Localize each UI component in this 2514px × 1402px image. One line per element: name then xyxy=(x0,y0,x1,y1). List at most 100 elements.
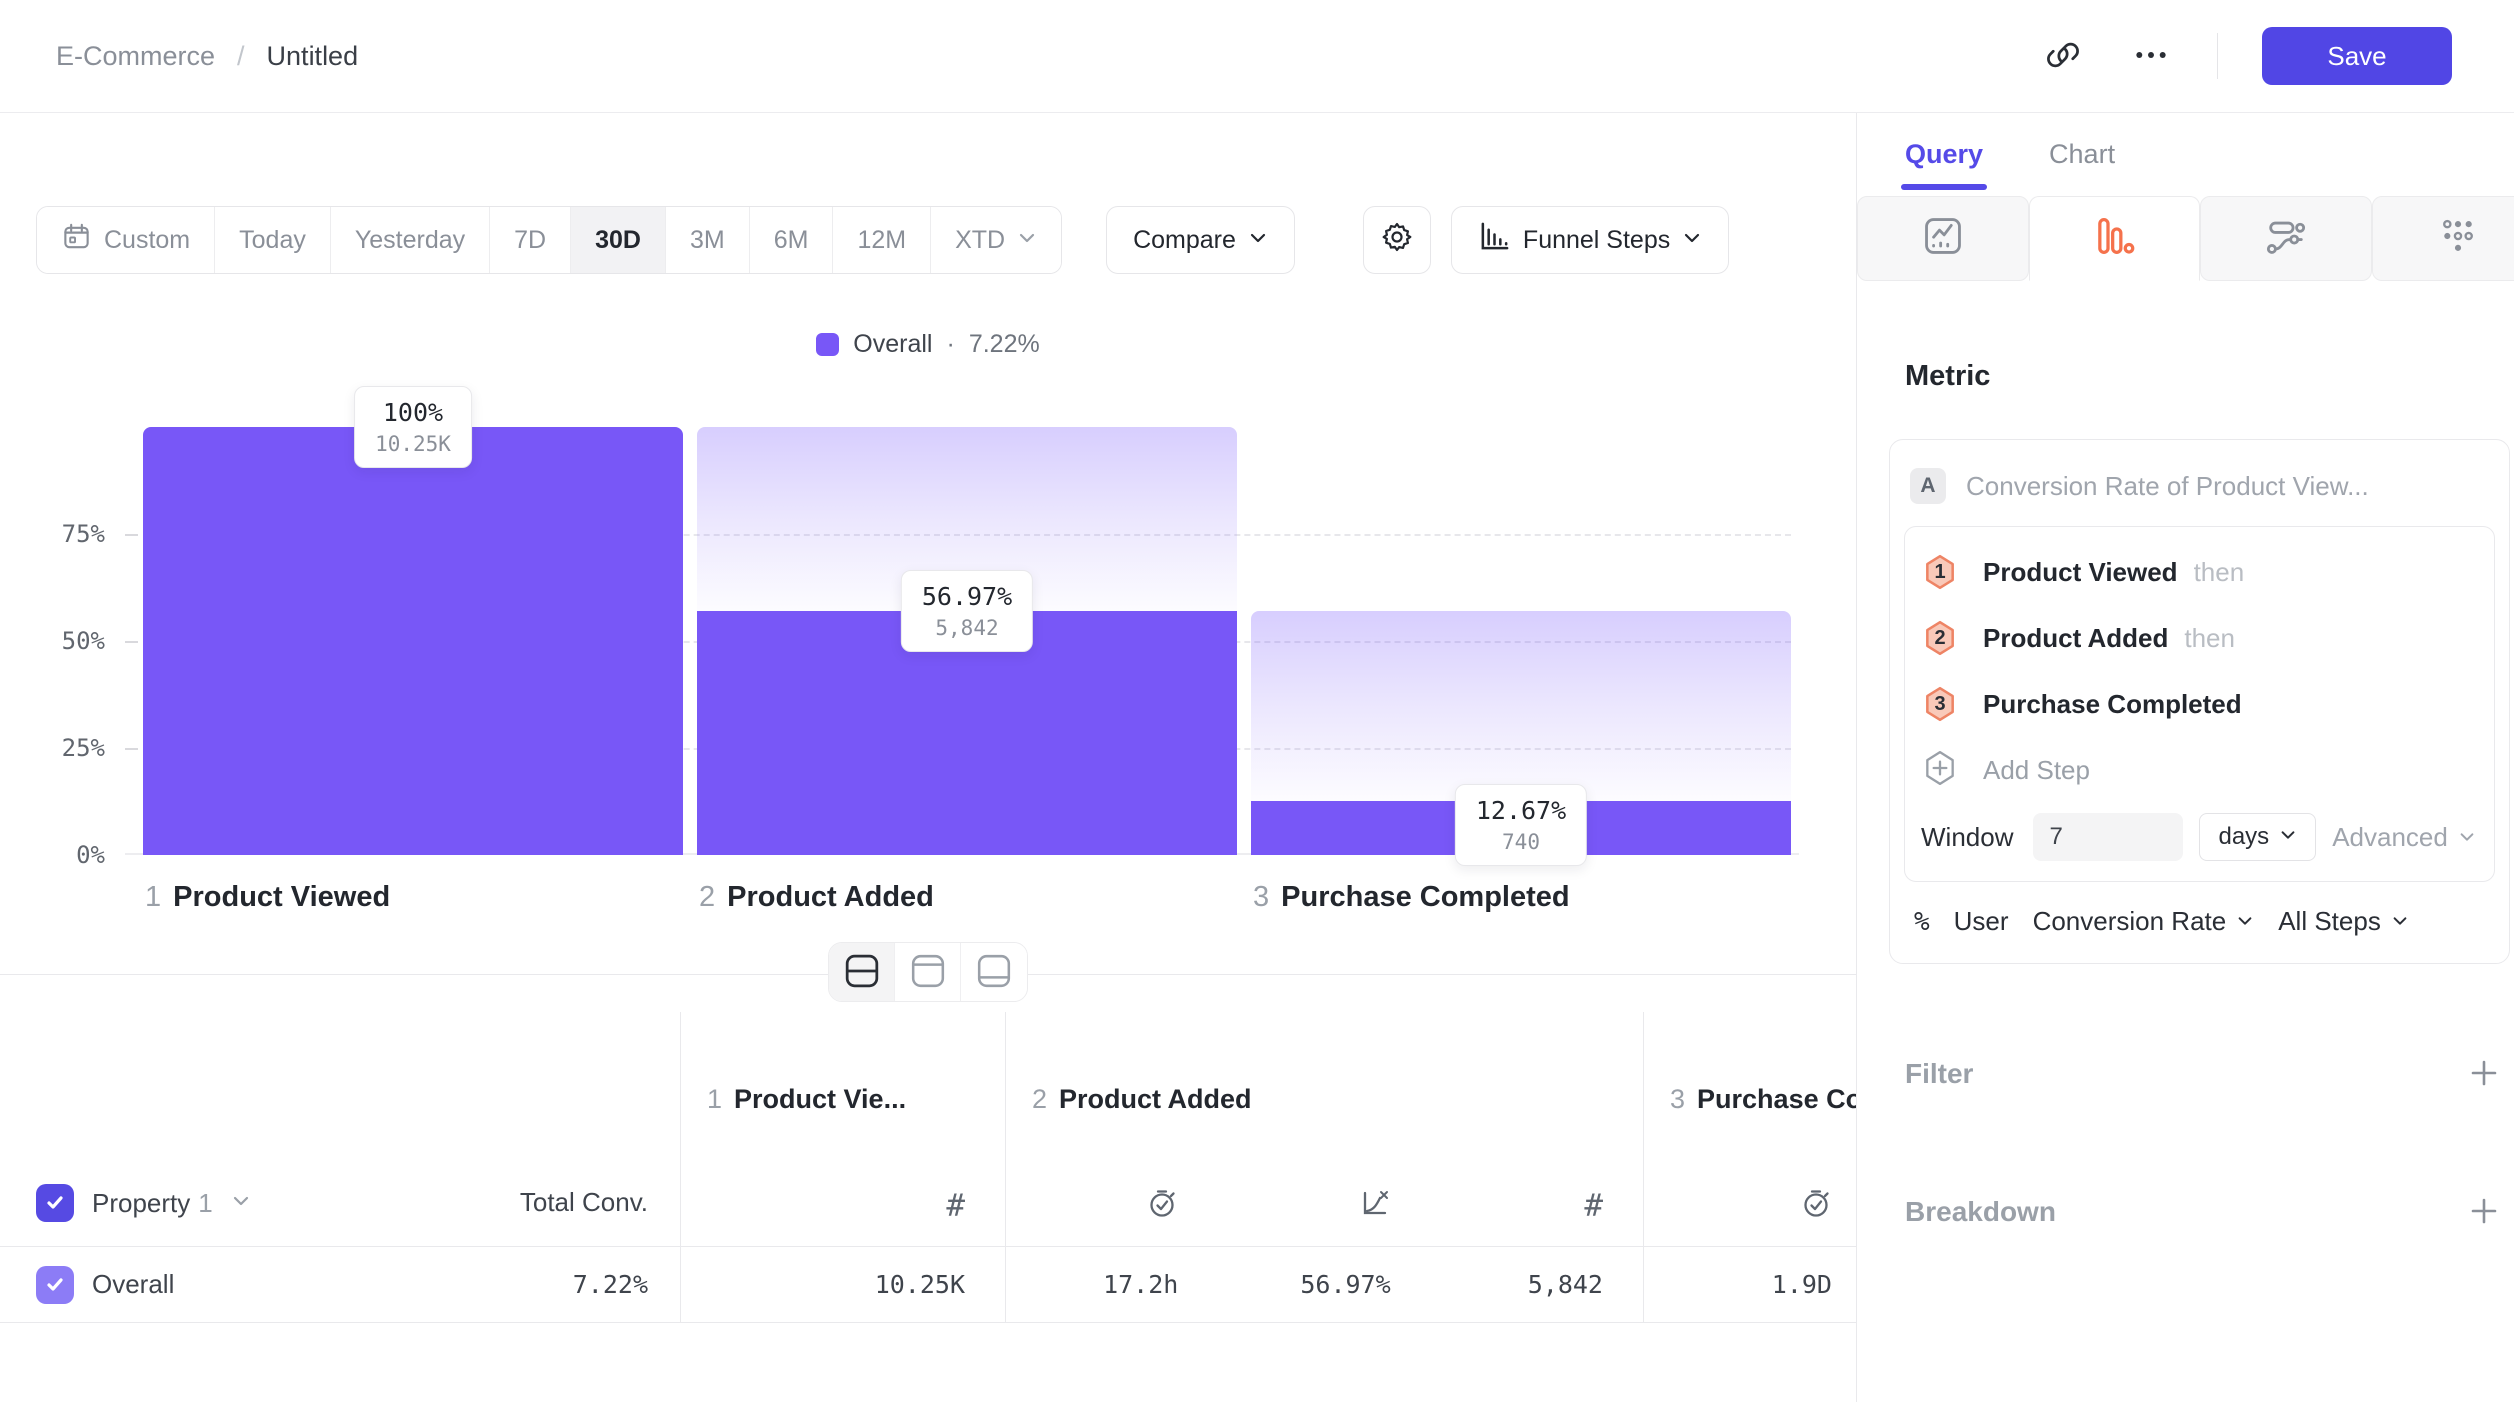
chevron-down-icon xyxy=(1017,226,1037,255)
step2-header-cell: 2 Product Added # xyxy=(1005,1012,1643,1247)
add-breakdown-button[interactable] xyxy=(2464,1192,2504,1232)
funnel-chart-icon xyxy=(2094,216,2136,261)
funnel-bar-product-viewed[interactable]: 100% 10.25K 1 Product Viewed xyxy=(143,386,683,913)
measure-selector[interactable]: Conversion Rate xyxy=(2033,906,2255,937)
tab-metrics-chart[interactable] xyxy=(1857,196,2029,281)
y-tick: 75% xyxy=(61,520,105,548)
metric-badge: A xyxy=(1910,468,1946,504)
step-axis-label: 2 Product Added xyxy=(699,881,934,913)
select-all-checkbox[interactable] xyxy=(36,1184,74,1222)
date-range-picker: Custom Today Yesterday 7D 30D 3M 6M 12M … xyxy=(36,206,1063,274)
step1-count-value: 10.25K xyxy=(680,1247,1005,1323)
count-subcolumn[interactable]: # xyxy=(1431,1187,1643,1224)
range-xtd[interactable]: XTD xyxy=(931,207,1062,273)
chart-settings-button[interactable] xyxy=(1362,206,1431,274)
layout-chart-only-button[interactable] xyxy=(895,943,961,1001)
range-6m[interactable]: 6M xyxy=(749,207,834,273)
percent-icon: % xyxy=(1914,906,1930,937)
conversion-chart-icon xyxy=(1359,1187,1391,1224)
plus-icon xyxy=(2468,1195,2500,1230)
conversion-subcolumn[interactable] xyxy=(1218,1187,1430,1224)
conversion-window-row: Window days Advanced xyxy=(1921,813,2476,861)
add-filter-button[interactable] xyxy=(2464,1054,2504,1094)
chevron-down-icon xyxy=(2236,906,2254,937)
tab-chart[interactable]: Chart xyxy=(2049,139,2116,169)
range-30d[interactable]: 30D xyxy=(571,207,666,273)
range-12m[interactable]: 12M xyxy=(833,207,932,273)
share-link-button[interactable] xyxy=(2041,34,2085,78)
range-custom[interactable]: Custom xyxy=(37,207,216,273)
range-7d[interactable]: 7D xyxy=(490,207,572,273)
chart-type-button[interactable]: Funnel Steps xyxy=(1450,206,1730,274)
query-step-2[interactable]: 2 Product Added then xyxy=(1921,605,2476,671)
step2-count-value: 5,842 xyxy=(1527,1270,1603,1299)
query-step-1[interactable]: 1 Product Viewed then xyxy=(1921,539,2476,605)
chart-legend[interactable]: Overall · 7.22% xyxy=(0,330,1856,359)
range-3m[interactable]: 3M xyxy=(665,207,750,273)
chevron-down-icon xyxy=(2458,822,2476,853)
hash-icon: # xyxy=(1584,1187,1603,1224)
y-tick: 0% xyxy=(76,841,105,869)
avg-time-subcolumn[interactable] xyxy=(1006,1187,1218,1224)
funnel-bar-purchase-completed[interactable]: 12.67% 740 3 Purchase Completed xyxy=(1251,427,1791,913)
tab-retention-grid[interactable] xyxy=(2372,196,2514,281)
step-badge-hexagon: 1 xyxy=(1921,553,1959,591)
legend-dot: · xyxy=(946,330,955,358)
metrics-chart-icon xyxy=(1923,216,1963,261)
total-conv-header[interactable]: Total Conv. xyxy=(380,1012,680,1247)
property-header[interactable]: Property 1 xyxy=(92,1187,213,1218)
main-content: Custom Today Yesterday 7D 30D 3M 6M 12M … xyxy=(0,113,1857,1402)
metric-title: Conversion Rate of Product View... xyxy=(1966,470,2369,501)
advanced-toggle[interactable]: Advanced xyxy=(2332,822,2476,853)
range-yesterday[interactable]: Yesterday xyxy=(330,207,491,273)
window-unit-select[interactable]: days xyxy=(2199,813,2317,861)
metric-card-header[interactable]: A Conversion Rate of Product View... xyxy=(1904,454,2495,526)
split-horizontal-icon xyxy=(844,953,880,992)
step2-values-cell: 17.2h 56.97% 5,842 xyxy=(1005,1247,1643,1323)
chart-section: Custom Today Yesterday 7D 30D 3M 6M 12M … xyxy=(0,113,1856,1002)
step3-time-value: 1.9D xyxy=(1643,1247,1856,1323)
layout-split-button[interactable] xyxy=(829,943,895,1001)
tab-funnel-chart[interactable] xyxy=(2028,196,2201,281)
breakdown-heading: Breakdown xyxy=(1905,1196,2056,1227)
save-button[interactable]: Save xyxy=(2262,27,2452,85)
funnel-bar-product-added[interactable]: 56.97% 5,842 2 Product Added xyxy=(697,427,1237,913)
funnel-steps-card: 1 Product Viewed then 2 Product Added th… xyxy=(1904,526,2495,882)
metric-heading: Metric xyxy=(1905,360,1991,392)
gear-icon xyxy=(1380,220,1414,261)
chevron-down-icon[interactable] xyxy=(231,1191,251,1216)
query-panel: Query Chart Metric A Conversion Rate of … xyxy=(1857,113,2514,1402)
funnel-steps-icon xyxy=(1478,220,1511,260)
add-step-hexagon-icon xyxy=(1921,749,1959,792)
count-subcolumn[interactable]: # xyxy=(681,1188,1005,1224)
calendar-icon xyxy=(61,221,92,259)
range-today[interactable]: Today xyxy=(215,207,331,273)
plus-icon xyxy=(2468,1057,2500,1092)
breadcrumb-parent[interactable]: E-Commerce xyxy=(56,40,216,71)
step-axis-label: 1 Product Viewed xyxy=(145,881,391,913)
panel-tabs: Query Chart xyxy=(1857,113,2514,196)
steps-scope-selector[interactable]: All Steps xyxy=(2278,906,2409,937)
avg-time-subcolumn[interactable] xyxy=(1644,1187,1856,1224)
total-conv-value: 7.22% xyxy=(380,1247,680,1323)
topbar-actions: Save xyxy=(2041,27,2452,85)
more-options-button[interactable] xyxy=(2129,34,2173,78)
breadcrumb-current[interactable]: Untitled xyxy=(266,40,359,71)
add-step-button[interactable]: Add Step xyxy=(1921,737,2476,803)
compare-button[interactable]: Compare xyxy=(1106,206,1295,274)
row-checkbox[interactable] xyxy=(36,1265,74,1304)
chevron-down-icon xyxy=(1248,226,1268,255)
link-icon xyxy=(2046,38,2080,75)
tab-query[interactable]: Query xyxy=(1900,113,1988,196)
metric-card: A Conversion Rate of Product View... 1 P… xyxy=(1889,439,2510,964)
legend-value: 7.22% xyxy=(968,330,1040,358)
bar-value-label: 100% 10.25K xyxy=(354,386,472,468)
window-value-input[interactable] xyxy=(2033,813,2184,861)
legend-swatch xyxy=(816,333,840,356)
tab-flow-chart[interactable] xyxy=(2200,196,2373,281)
chevron-down-icon xyxy=(1682,226,1702,255)
actor-selector[interactable]: User xyxy=(1953,906,2009,936)
layout-table-only-button[interactable] xyxy=(961,943,1027,1001)
query-step-3[interactable]: 3 Purchase Completed xyxy=(1921,671,2476,737)
filter-section: Filter xyxy=(1905,1054,2504,1094)
